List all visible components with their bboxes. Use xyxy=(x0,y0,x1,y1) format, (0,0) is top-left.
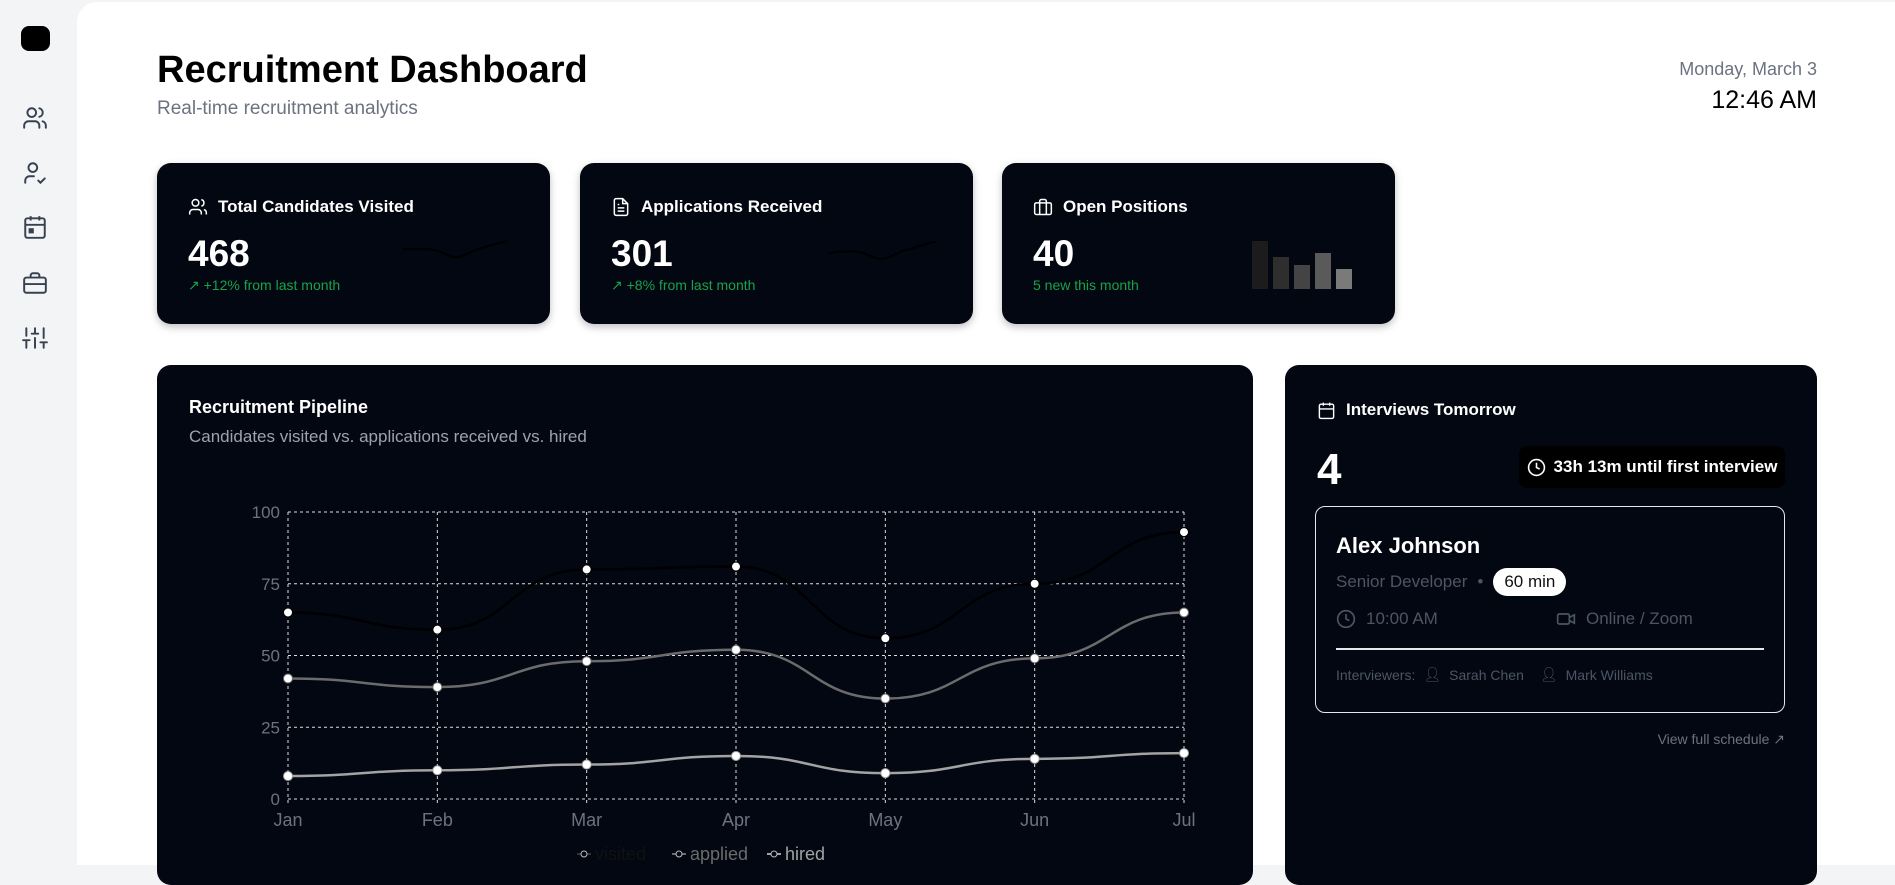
data-point-hired xyxy=(283,771,293,782)
video-icon xyxy=(1556,613,1576,625)
calendar-icon xyxy=(1318,402,1335,419)
data-point-visited xyxy=(432,624,443,635)
interview-card[interactable]: Alex Johnson Senior Developer • 60 min 10:… xyxy=(1315,506,1785,713)
sidebar xyxy=(0,0,76,865)
data-point-applied xyxy=(432,682,443,693)
y-tick-label: 75 xyxy=(261,575,280,594)
stat-label: Total Candidates Visited xyxy=(218,197,414,216)
divider xyxy=(1336,648,1764,650)
current-time: 12:46 AM xyxy=(1711,86,1817,114)
x-tick-label: Feb xyxy=(422,810,453,830)
y-tick-label: 0 xyxy=(271,790,280,809)
briefcase-icon[interactable] xyxy=(22,270,48,296)
stat-card-candidates: Total Candidates Visited 468 ↗ +12% from… xyxy=(157,163,550,324)
briefcase-icon xyxy=(1033,198,1053,216)
y-tick-label: 25 xyxy=(261,718,280,737)
users-icon[interactable] xyxy=(22,105,48,131)
legend-label: applied xyxy=(690,844,748,864)
candidate-role: Senior Developer xyxy=(1336,572,1468,591)
user-check-icon[interactable] xyxy=(22,160,48,186)
interviewer: Sarah Chen xyxy=(1449,666,1524,683)
clock-icon xyxy=(1527,458,1545,476)
legend-marker-dot xyxy=(580,850,588,858)
data-point-hired xyxy=(731,750,741,761)
data-point-visited xyxy=(1029,578,1040,589)
data-point-visited xyxy=(731,561,741,572)
sliders-icon[interactable] xyxy=(22,325,48,351)
data-point-applied xyxy=(283,673,293,684)
x-tick-label: Jul xyxy=(1172,810,1195,830)
duration-pill: 60 min xyxy=(1493,568,1567,596)
mini-bar xyxy=(1294,265,1310,289)
legend-label: visited xyxy=(595,844,646,864)
y-tick-label: 50 xyxy=(261,647,280,666)
legend-marker-dot xyxy=(675,850,683,858)
sparkline xyxy=(828,241,937,261)
stat-change: ↗ +12% from last month xyxy=(188,277,341,293)
mini-bar xyxy=(1273,257,1289,289)
mini-bar xyxy=(1252,241,1268,289)
page-subtitle: Real-time recruitment analytics xyxy=(157,98,418,119)
pipeline-subtitle: Candidates visited vs. applications rece… xyxy=(189,427,587,446)
mini-bar xyxy=(1315,253,1331,289)
file-text-icon xyxy=(613,197,629,217)
data-point-applied xyxy=(731,644,741,655)
data-point-hired xyxy=(1029,753,1040,764)
data-point-visited xyxy=(1179,527,1189,538)
user-icon: 👤︎ xyxy=(1539,666,1558,682)
stat-change: ↗ +8% from last month xyxy=(611,277,756,293)
pipeline-title: Recruitment Pipeline xyxy=(189,397,369,417)
stat-card-applications: Applications Received 301 ↗ +8% from las… xyxy=(580,163,973,324)
sparkline xyxy=(403,241,510,259)
data-point-hired xyxy=(432,765,443,776)
stat-value: 40 xyxy=(1033,233,1075,274)
x-tick-label: Mar xyxy=(571,810,602,830)
current-date: Monday, March 3 xyxy=(1679,59,1817,79)
data-point-hired xyxy=(581,759,592,770)
calendar-icon[interactable] xyxy=(22,214,48,240)
interviews-title: Interviews Tomorrow xyxy=(1346,400,1516,419)
x-tick-label: May xyxy=(868,810,902,830)
users-icon xyxy=(188,198,208,215)
data-point-applied xyxy=(1029,653,1040,664)
pipeline-panel: Recruitment Pipeline Candidates visited … xyxy=(157,365,1253,885)
data-point-hired xyxy=(880,768,891,779)
legend-label: hired xyxy=(785,844,825,864)
legend-marker-dot xyxy=(770,850,778,858)
clock-icon xyxy=(1336,609,1356,629)
stat-change: 5 new this month xyxy=(1033,277,1139,293)
stat-card-positions: Open Positions 40 5 new this month xyxy=(1002,163,1395,324)
data-point-applied xyxy=(880,693,891,704)
interviewer: Mark Williams xyxy=(1565,666,1653,683)
stat-value: 468 xyxy=(188,233,250,274)
interview-location: Online / Zoom xyxy=(1586,609,1693,628)
x-tick-label: Jan xyxy=(273,810,302,830)
stat-label: Open Positions xyxy=(1063,197,1188,216)
data-point-hired xyxy=(1179,748,1189,759)
data-point-visited xyxy=(880,633,891,644)
logo[interactable] xyxy=(21,26,50,51)
interviews-count: 4 xyxy=(1317,445,1342,494)
interviewers-label: Interviewers: xyxy=(1336,666,1416,683)
countdown-badge: 33h 13m until first interview xyxy=(1519,446,1785,488)
data-point-applied xyxy=(581,656,592,667)
data-point-visited xyxy=(581,564,592,575)
stat-value: 301 xyxy=(611,233,673,274)
user-icon: 👤︎ xyxy=(1423,666,1442,682)
mini-bar-chart xyxy=(1252,241,1352,289)
pipeline-chart: 0 25 50 75 100 Jan Feb Mar Apr May Jun Jul visited ap… xyxy=(252,503,1196,864)
x-tick-label: Jun xyxy=(1020,810,1049,830)
interview-time: 10:00 AM xyxy=(1366,609,1438,628)
mini-bar xyxy=(1336,269,1352,289)
view-schedule-link[interactable]: View full schedule ↗ xyxy=(1657,731,1785,747)
y-tick-label: 100 xyxy=(252,503,280,522)
candidate-name: Alex Johnson xyxy=(1336,533,1481,558)
page-title: Recruitment Dashboard xyxy=(157,49,588,91)
data-point-applied xyxy=(1179,607,1189,618)
interviews-panel: Interviews Tomorrow 4 33h 13m until firs… xyxy=(1285,365,1817,885)
x-tick-label: Apr xyxy=(722,810,750,830)
data-point-visited xyxy=(283,607,293,618)
stat-label: Applications Received xyxy=(641,197,823,216)
